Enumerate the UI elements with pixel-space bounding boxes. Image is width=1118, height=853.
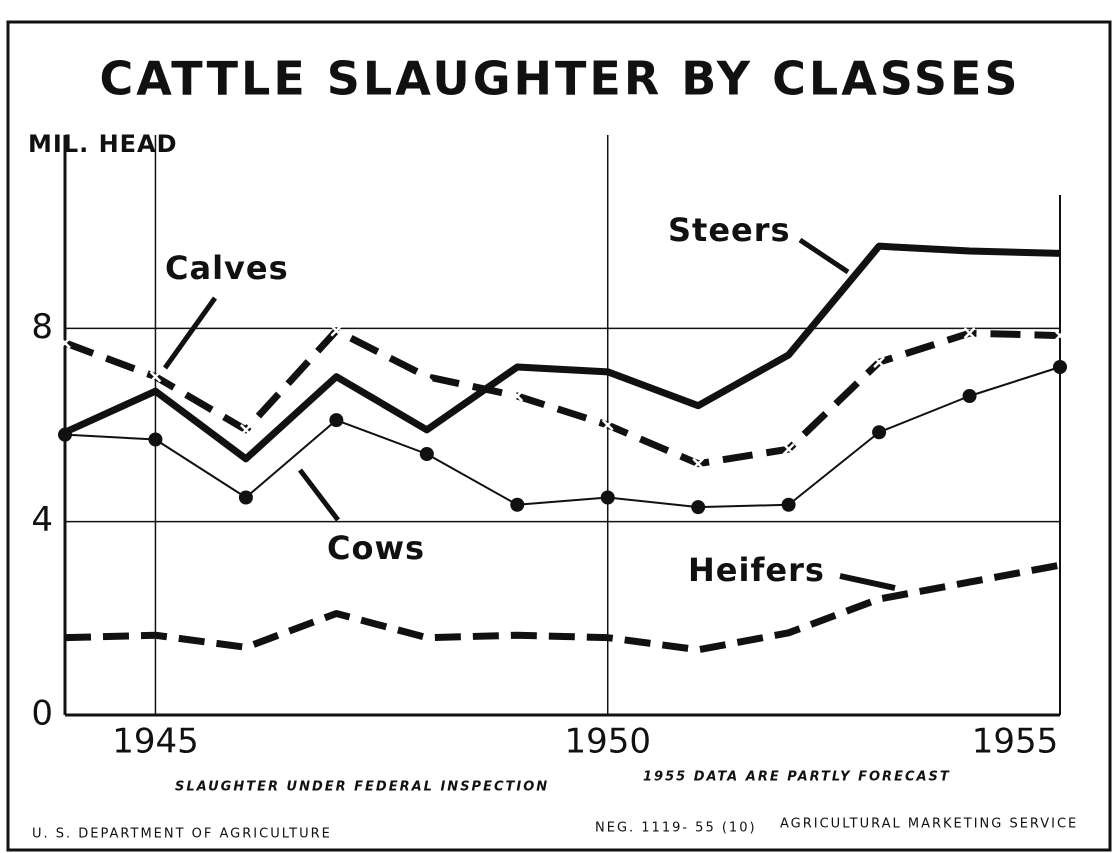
y-axis-label: MIL. HEAD — [28, 130, 178, 158]
footer: AGRICULTURAL MARKETING SERVICE — [780, 817, 1078, 832]
y-tick-label: 4 — [31, 500, 53, 540]
point — [873, 356, 885, 369]
series-label: Cows — [327, 529, 425, 567]
point — [510, 497, 525, 512]
pointer — [298, 468, 340, 522]
point — [420, 370, 433, 383]
point — [600, 490, 615, 505]
point — [781, 497, 796, 512]
point — [148, 432, 163, 447]
series-line — [64, 561, 1061, 654]
series-line — [64, 366, 1061, 509]
point — [58, 427, 72, 442]
point — [59, 336, 71, 349]
point — [691, 500, 706, 515]
point — [238, 490, 253, 505]
series-line — [63, 327, 1061, 468]
point — [240, 423, 252, 436]
x-tick-label: 1945 — [112, 722, 199, 762]
y-tick-label: 8 — [31, 307, 53, 347]
point — [330, 324, 343, 337]
footer: U. S. DEPARTMENT OF AGRICULTURE — [32, 827, 332, 842]
series-line — [63, 242, 1061, 463]
point — [962, 389, 977, 403]
point — [601, 419, 614, 431]
series-label: Calves — [165, 249, 289, 287]
x-tick-label: 1950 — [564, 722, 651, 762]
frame — [6, 20, 1112, 852]
note: SLAUGHTER UNDER FEDERAL INSPECTION — [175, 780, 549, 795]
pointer — [162, 296, 218, 370]
point — [782, 443, 795, 456]
point — [872, 425, 887, 440]
series-label: Heifers — [688, 551, 825, 589]
note: 1955 DATA ARE PARTLY FORECAST — [643, 770, 951, 785]
point — [149, 370, 162, 383]
chart-title: CATTLE SLAUGHTER BY CLASSES — [99, 52, 1020, 106]
x-tick-label: 1955 — [972, 722, 1059, 762]
point — [329, 413, 344, 428]
series-label: Steers — [668, 211, 791, 249]
point — [1054, 329, 1066, 342]
point — [419, 447, 434, 461]
y-tick-label: 0 — [31, 694, 53, 734]
point — [692, 457, 705, 470]
pointer — [798, 237, 850, 275]
footer: NEG. 1119- 55 (10) — [595, 821, 757, 836]
plot-area: 0 4 8 1945 1950 1955 — [31, 135, 1067, 762]
point — [511, 390, 524, 402]
point — [1053, 360, 1067, 374]
pointer — [839, 573, 896, 591]
point — [963, 327, 976, 340]
